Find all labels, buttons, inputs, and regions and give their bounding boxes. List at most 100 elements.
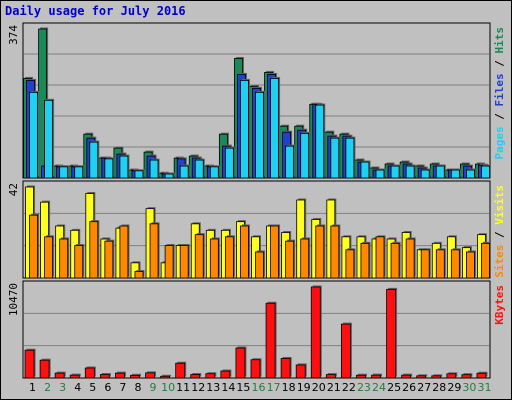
x-tick-label-day-22: 22 <box>342 381 356 394</box>
x-tick-label-day-29: 29 <box>447 381 461 394</box>
bar-sites-day-17 <box>270 225 279 279</box>
bar-sites-day-30 <box>466 251 475 279</box>
bar-pages-day-2 <box>44 99 53 179</box>
bar-sites-day-24 <box>375 236 385 279</box>
bar-pages-day-30 <box>466 169 475 179</box>
x-tick-label-day-18: 18 <box>282 381 296 394</box>
bar-kbytes-day-2 <box>39 359 50 379</box>
bar-pages-day-3 <box>59 166 69 179</box>
bar-kbytes-day-30 <box>461 374 472 379</box>
bar-kbytes-day-9 <box>145 372 155 379</box>
x-tick-label-day-24: 24 <box>372 381 386 394</box>
bar-pages-day-23 <box>360 161 370 179</box>
bar-sites-day-2 <box>44 236 53 279</box>
x-tick-label-day-5: 5 <box>89 381 96 394</box>
bar-sites-day-6 <box>104 240 114 279</box>
bar-pages-day-19 <box>300 132 310 179</box>
bar-kbytes-day-16 <box>250 359 261 379</box>
bar-pages-day-13 <box>209 166 219 179</box>
bar-kbytes-day-15 <box>235 347 246 379</box>
bar-pages-day-12 <box>194 159 204 179</box>
bar-kbytes-day-29 <box>446 373 457 379</box>
x-tick-label-day-8: 8 <box>134 381 141 394</box>
bar-pages-day-5 <box>89 141 99 179</box>
x-tick-label-day-25: 25 <box>387 381 401 394</box>
bar-kbytes-day-24 <box>371 374 381 379</box>
series-legend-kbytes: KBytes <box>493 285 506 325</box>
x-tick-label-day-4: 4 <box>74 381 81 394</box>
axis-max-label: 42 <box>7 183 20 196</box>
bar-pages-day-8 <box>134 170 144 179</box>
x-tick-label-day-2: 2 <box>44 381 51 394</box>
bar-kbytes-day-28 <box>431 375 442 379</box>
bar-sites-day-26 <box>405 238 415 279</box>
bar-pages-day-20 <box>315 104 325 179</box>
bar-kbytes-day-5 <box>84 367 95 379</box>
x-tick-label-day-19: 19 <box>297 381 311 394</box>
x-tick-label-day-26: 26 <box>402 381 416 394</box>
x-tick-label-day-6: 6 <box>104 381 111 394</box>
series-legend-hits-files-pages: Pages / Files / Hits <box>493 27 506 160</box>
bar-sites-day-21 <box>330 225 340 279</box>
bar-kbytes-day-19 <box>295 364 306 379</box>
bar-kbytes-day-31 <box>476 372 487 379</box>
x-tick-label-day-1: 1 <box>29 381 36 394</box>
bar-kbytes-day-14 <box>220 370 231 379</box>
x-tick-label-day-12: 12 <box>191 381 205 394</box>
x-tick-label-day-9: 9 <box>150 381 157 394</box>
bar-sites-day-14 <box>224 236 234 279</box>
bar-pages-day-14 <box>224 147 234 179</box>
bar-kbytes-day-23 <box>356 374 366 379</box>
x-tick-label-day-14: 14 <box>221 381 235 394</box>
chart-title: Daily usage for July 2016 <box>5 4 186 18</box>
bar-kbytes-day-26 <box>401 374 412 379</box>
bar-pages-day-11 <box>179 165 189 179</box>
bar-pages-day-4 <box>74 166 84 179</box>
bar-sites-day-19 <box>300 238 310 279</box>
bar-sites-day-13 <box>209 238 219 279</box>
bar-sites-day-29 <box>450 249 460 279</box>
bar-sites-day-4 <box>74 245 84 279</box>
bar-pages-day-28 <box>435 165 445 179</box>
bar-kbytes-day-7 <box>115 372 125 379</box>
bar-sites-day-3 <box>59 238 69 279</box>
bar-pages-day-17 <box>270 78 279 179</box>
bar-pages-day-27 <box>420 169 430 179</box>
bar-shadow <box>433 374 443 377</box>
bar-sites-day-25 <box>390 242 400 279</box>
x-tick-label-day-15: 15 <box>236 381 250 394</box>
bar-kbytes-day-17 <box>265 302 276 379</box>
bar-sites-day-23 <box>360 242 370 279</box>
bar-kbytes-day-8 <box>130 374 140 379</box>
bar-sites-day-28 <box>435 249 445 279</box>
x-tick-label-day-3: 3 <box>59 381 66 394</box>
bar-kbytes-day-22 <box>340 323 351 379</box>
bar-kbytes-day-3 <box>54 372 65 379</box>
x-tick-label-day-16: 16 <box>252 381 266 394</box>
bar-kbytes-day-12 <box>190 374 201 379</box>
bar-sites-day-16 <box>255 251 264 279</box>
bar-sites-day-22 <box>345 249 355 279</box>
bar-sites-day-8 <box>134 271 144 279</box>
x-tick-label-day-27: 27 <box>417 381 431 394</box>
bar-kbytes-day-20 <box>310 286 321 379</box>
series-legend-visits-sites: Sites / Visits <box>493 185 506 278</box>
bar-sites-day-9 <box>149 223 159 279</box>
bar-pages-day-26 <box>405 165 415 179</box>
bar-sites-day-5 <box>89 221 99 279</box>
x-tick-label-day-23: 23 <box>357 381 371 394</box>
bar-sites-day-15 <box>240 225 249 279</box>
bar-kbytes-day-6 <box>99 374 110 379</box>
bar-pages-day-6 <box>104 158 114 179</box>
axis-max-label: 374 <box>7 25 20 45</box>
bar-kbytes-day-25 <box>386 288 396 379</box>
bar-sites-day-20 <box>315 225 325 279</box>
bar-sites-day-12 <box>194 234 204 279</box>
bar-shadow <box>418 374 428 377</box>
axis-max-label: 10470 <box>7 283 20 316</box>
bar-kbytes-day-11 <box>175 362 186 379</box>
bar-pages-day-22 <box>345 137 355 179</box>
bar-kbytes-day-21 <box>325 374 336 379</box>
bar-pages-day-31 <box>481 165 490 179</box>
bar-pages-day-15 <box>240 79 249 179</box>
